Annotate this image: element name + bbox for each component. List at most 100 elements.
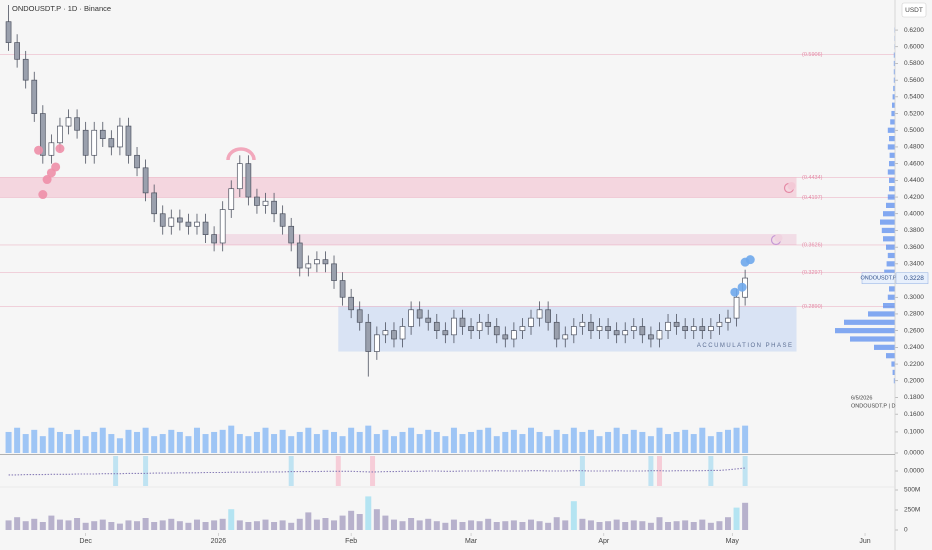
volume2-bar [690,522,697,530]
candle-body [159,213,166,227]
y-tick-label: 0.2400 [904,344,924,351]
candle-body [493,326,500,336]
volume2-bar [168,518,175,530]
volume-bar [596,436,603,453]
y-tick-label: 0.5600 [904,77,924,84]
volume-bar [108,434,115,453]
volume-bar [408,427,415,453]
volume2-bar [605,521,612,530]
volume-bar [613,427,620,453]
zone [338,306,797,352]
candle-body [82,129,89,156]
volume2-tick-label: 500M [904,487,920,494]
volume-bar [468,431,475,453]
volume2-bar [125,520,132,530]
volume2-bar [416,520,423,530]
volume2-bar [665,522,672,530]
volume-bar [605,431,612,453]
profile-bar [889,152,895,158]
candle-body [142,167,149,194]
volume-bar [699,427,706,453]
profile-bar [844,319,895,325]
candle-body [228,188,235,210]
oscillator-tick-label: 0.0000 [904,468,924,475]
volume2-bar [262,519,269,530]
profile-bar [850,336,895,342]
y-tick-label: 0.4200 [904,194,924,201]
candle-body [74,117,80,131]
volume-bar [502,431,509,453]
profile-bar [883,302,895,309]
volume-bar [322,429,329,453]
y-tick-label: 0.1600 [904,411,924,418]
candle-body [673,321,680,327]
volume2-bar [502,521,509,530]
volume2-bar [22,521,29,530]
volume-bar [656,427,663,453]
candle-body [656,330,663,340]
profile-bar [891,361,895,367]
volume-bar [219,429,226,453]
volume2-bar [322,518,329,530]
candle-body [236,163,243,190]
volume-bar [545,436,552,453]
volume-bar [390,436,397,453]
candle-body [279,213,286,227]
volume2-tick-label: 250M [904,507,920,514]
volume-bar [91,431,98,453]
volume-bar [425,429,432,453]
profile-bar [889,161,895,167]
volume-bar [22,434,29,453]
volume-bar [682,429,689,453]
volume-bar [313,434,320,453]
volume-bar [716,431,723,453]
volume2-bar [707,522,714,530]
level-label: (0.2890) [802,304,823,310]
volume2-bar [151,522,158,530]
y-tick-label: 0.4800 [904,144,924,151]
volume2-bar [673,521,680,530]
volume2-bar [313,519,320,530]
profile-bar [886,261,895,267]
y-tick-label: 0.5800 [904,60,924,67]
candle-body [468,326,474,331]
signal-marker [42,175,52,185]
volume2-bar [468,520,475,530]
volume2-bar [587,520,594,530]
candle-body [365,321,372,352]
volume2-bar [356,514,363,530]
volume-bar [202,434,209,453]
volume2-bar [288,522,295,530]
volume2-bar [236,520,243,530]
volume-bar [296,431,303,453]
x-tick-label: Mar [465,538,478,545]
profile-bar [893,378,895,384]
volume2-bar [476,521,483,530]
profile-bar [887,169,895,175]
candle-body [65,117,72,127]
volume2-bar [31,518,38,530]
x-tick-label: Dec [79,538,92,545]
volume2-bar [271,522,278,530]
volume-bar [48,427,55,453]
candle-body [314,259,320,265]
volume2-bar [91,521,98,530]
volume-bar [74,429,81,453]
signal-stripe [335,456,341,486]
candle-body [699,326,706,331]
last-price-box [895,272,929,285]
profile-bar [887,294,895,300]
volume-bar [459,434,466,453]
volume-bar [14,427,21,453]
volume-bar [562,434,569,453]
volume2-bar [56,519,63,530]
candle-body [476,321,483,331]
level-label: (0.5906) [802,52,823,58]
candle-body [194,221,200,227]
volume-bar [690,434,697,453]
volume-bar [622,434,629,453]
profile-bar [893,77,895,83]
candle-body [562,334,569,340]
candle-body [639,326,646,336]
